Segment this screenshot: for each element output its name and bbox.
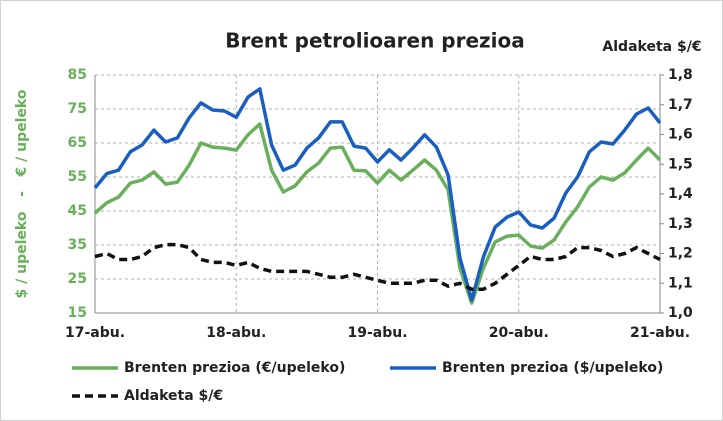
chart-title: Brent petrolioaren prezioa <box>225 29 525 53</box>
x-tick-label: 19-abu. <box>347 325 407 341</box>
y-tick-label: 15 <box>68 305 87 321</box>
y-tick-label: 65 <box>68 135 87 151</box>
legend-label: Brenten prezioa ($/upeleko) <box>442 360 663 376</box>
legend-label: Aldaketa $/€ <box>124 388 223 404</box>
x-tick-label: 20-abu. <box>489 325 549 341</box>
x-tick-label: 17-abu. <box>65 325 125 341</box>
legend-label: Brenten prezioa (€/upeleko) <box>124 360 345 376</box>
y2-tick-label: 1,6 <box>668 127 693 143</box>
series-line <box>93 87 662 302</box>
y2-tick-label: 1,5 <box>668 156 693 172</box>
y-tick-label: 35 <box>68 237 87 253</box>
y2-tick-label: 1,3 <box>668 216 693 232</box>
series-line <box>94 242 661 291</box>
series-line <box>93 122 662 305</box>
y2-tick-label: 1,4 <box>668 186 693 202</box>
y-tick-label: 45 <box>68 203 87 219</box>
y2-tick-label: 1,2 <box>668 246 693 262</box>
y2-tick-label: 1,7 <box>668 97 693 113</box>
y-tick-label: 85 <box>68 67 87 83</box>
y2-tick-label: 1,8 <box>668 67 693 83</box>
x-tick-label: 21-abu. <box>630 325 690 341</box>
y-axis-title: $ / upeleko - € / upeleko <box>14 89 30 298</box>
y2-tick-label: 1,0 <box>668 305 693 321</box>
y-tick-label: 75 <box>68 101 87 117</box>
x-tick-label: 18-abu. <box>206 325 266 341</box>
y2-tick-label: 1,1 <box>668 275 693 291</box>
y2-axis-title: Aldaketa $/€ <box>602 39 701 55</box>
y-tick-label: 25 <box>68 271 87 287</box>
y-tick-label: 55 <box>68 169 87 185</box>
